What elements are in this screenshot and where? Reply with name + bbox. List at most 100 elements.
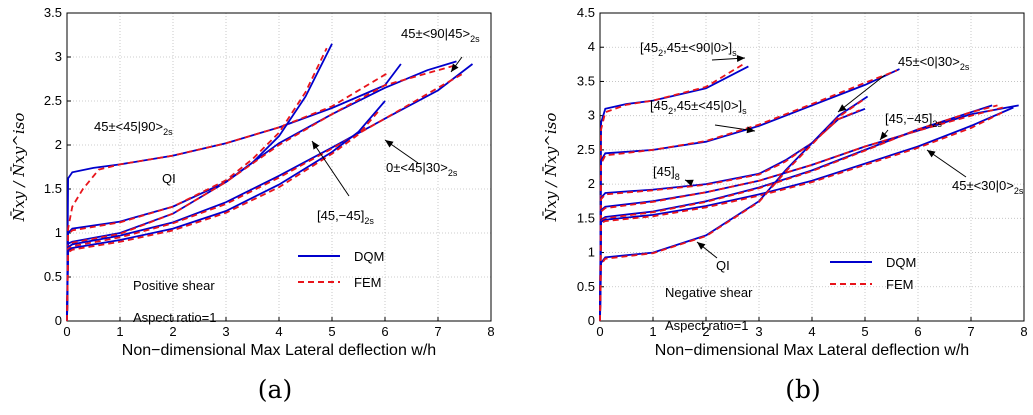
dqm-series-line-2 <box>599 68 900 322</box>
x-tick-label: 3 <box>222 324 229 339</box>
annotation-text: [45 <box>640 40 658 55</box>
legend-label-fem: FEM <box>886 277 913 292</box>
annotation-text: 45±<90|45> <box>401 26 470 41</box>
annotation-text: ,45±<45|0>] <box>673 98 742 113</box>
x-tick-label: 6 <box>914 324 921 339</box>
annotation-subscript: 2s <box>364 216 374 226</box>
x-tick-label: 4 <box>275 324 282 339</box>
x-tick-label: 7 <box>967 324 974 339</box>
y-tick-label: 3.5 <box>577 73 595 88</box>
y-tick-label: 0.5 <box>577 279 595 294</box>
series-group <box>66 43 474 322</box>
fem-series-line-3 <box>66 64 455 322</box>
annotation-text: 45±<30|0> <box>952 178 1014 193</box>
dqm-series-line-3 <box>66 60 457 322</box>
x-tick-label: 4 <box>808 324 815 339</box>
fem-series-line-5 <box>66 109 381 322</box>
annotation-arrow-line <box>311 140 350 197</box>
y-tick-label: 2 <box>588 176 595 191</box>
plot-text-label: Aspect ratio=1 <box>665 318 748 333</box>
annotations: [452,45±<90|0>]s[452,45±<45|0>]s45±<0|30… <box>640 40 1024 273</box>
x-axis-label: Non−dimensional Max Lateral deflection w… <box>655 342 969 359</box>
x-tick-label: 1 <box>649 324 656 339</box>
x-tick-label: 2 <box>169 324 176 339</box>
x-tick-label: 5 <box>328 324 335 339</box>
annotation-subscript: 2 <box>658 48 663 58</box>
series-annotation: 0±<45|30>2s <box>386 160 458 178</box>
annotation-text: 45±<0|30> <box>898 54 960 69</box>
y-tick-label: 3 <box>55 49 62 64</box>
fem-series-line-4 <box>599 106 1004 322</box>
y-tick-label: 4.5 <box>577 5 595 20</box>
annotation-arrowhead <box>385 140 394 148</box>
fem-series-line-1 <box>66 71 391 322</box>
dqm-series-line-6 <box>599 106 1014 322</box>
annotation-text: [45 <box>650 98 668 113</box>
legend: DQM FEM <box>298 249 384 290</box>
y-tick-label: 2.5 <box>44 93 62 108</box>
series-annotation: [45]8 <box>653 164 680 182</box>
x-tick-label: 3 <box>755 324 762 339</box>
annotation-arrowhead <box>312 141 320 150</box>
x-tick-label: 8 <box>1020 324 1027 339</box>
y-tick-label: 0.5 <box>44 269 62 284</box>
plot-text-label: Negative shear <box>665 285 753 300</box>
annotation-subscript: 2s <box>448 168 458 178</box>
x-tick-label: 0 <box>596 324 603 339</box>
x-tick-label: 7 <box>434 324 441 339</box>
x-tick-label: 5 <box>861 324 868 339</box>
series-annotation: [452,45±<90|0>]s <box>640 40 737 58</box>
annotation-arrowhead <box>451 63 459 72</box>
annotation-subscript: 2s <box>470 34 480 44</box>
fem-series-line-2 <box>66 47 328 322</box>
annotation-text: [45,−45] <box>317 208 364 223</box>
x-tick-label: 1 <box>116 324 123 339</box>
legend-label-dqm: DQM <box>886 255 916 270</box>
legend: DQM FEM <box>830 255 916 292</box>
annotation-text: 45±<45|90> <box>94 119 163 134</box>
fem-series-line-7 <box>599 97 866 322</box>
chart-panel-a: 0 1 2 3 4 5 6 7 8 0 0.5 1 1.5 2 2.5 3 3.5 Non−dimensional… <box>10 5 495 404</box>
annotation-arrowhead <box>697 242 706 250</box>
plot-text-label: Aspect ratio=1 <box>133 310 216 325</box>
annotation-subscript: 2s <box>932 119 942 129</box>
series-annotation: [45,−45]2s <box>885 111 942 129</box>
dqm-series-line-5 <box>66 100 386 322</box>
x-tick-label: 8 <box>487 324 494 339</box>
series-annotation: 45±<90|45>2s <box>401 26 480 44</box>
fem-series-line-3 <box>599 109 861 322</box>
series-annotation: QI <box>716 258 730 273</box>
panel-caption: (a) <box>258 375 292 404</box>
annotation-arrowhead <box>927 150 936 158</box>
y-tick-label: 4 <box>588 39 595 54</box>
annotation-subscript: s <box>742 106 747 116</box>
panel-caption: (b) <box>785 375 821 404</box>
series-annotation: [45,−45]2s <box>317 208 374 226</box>
annotation-subscript: 2s <box>960 62 970 72</box>
series-annotation: QI <box>162 171 176 186</box>
series-annotation: 45±<0|30>2s <box>898 54 970 72</box>
y-tick-label: 1 <box>588 245 595 260</box>
annotation-subscript: s <box>732 48 737 58</box>
x-tick-label: 2 <box>702 324 709 339</box>
series-annotation: 45±<30|0>2s <box>952 178 1024 196</box>
annotation-text: [45] <box>653 164 675 179</box>
x-tick-label: 0 <box>63 324 70 339</box>
x-tick-label: 6 <box>381 324 388 339</box>
dqm-series-line-1 <box>66 63 402 322</box>
annotation-text: ,45±<90|0>] <box>663 40 732 55</box>
annotation-text: [45,−45] <box>885 111 932 126</box>
fem-series-line-6 <box>599 111 1004 322</box>
chart-panel-b: 0 1 2 3 4 5 6 7 8 0 0.5 1 1.5 2 2.5 3 3.5 4 4.5 Non−dimensi… <box>542 5 1028 404</box>
x-axis-label: Non−dimensional Max Lateral deflection w… <box>122 342 436 359</box>
y-tick-label: 1 <box>55 225 62 240</box>
y-axis-label: N̄xy / N̄xy^iso <box>10 113 28 223</box>
annotation-arrowhead <box>746 126 755 134</box>
y-tick-label: 0 <box>588 313 595 328</box>
annotation-text: QI <box>716 258 730 273</box>
legend-label-dqm: DQM <box>354 249 384 264</box>
series-annotation: [452,45±<45|0>]s <box>650 98 747 116</box>
y-tick-label: 1.5 <box>577 210 595 225</box>
annotation-text: QI <box>162 171 176 186</box>
